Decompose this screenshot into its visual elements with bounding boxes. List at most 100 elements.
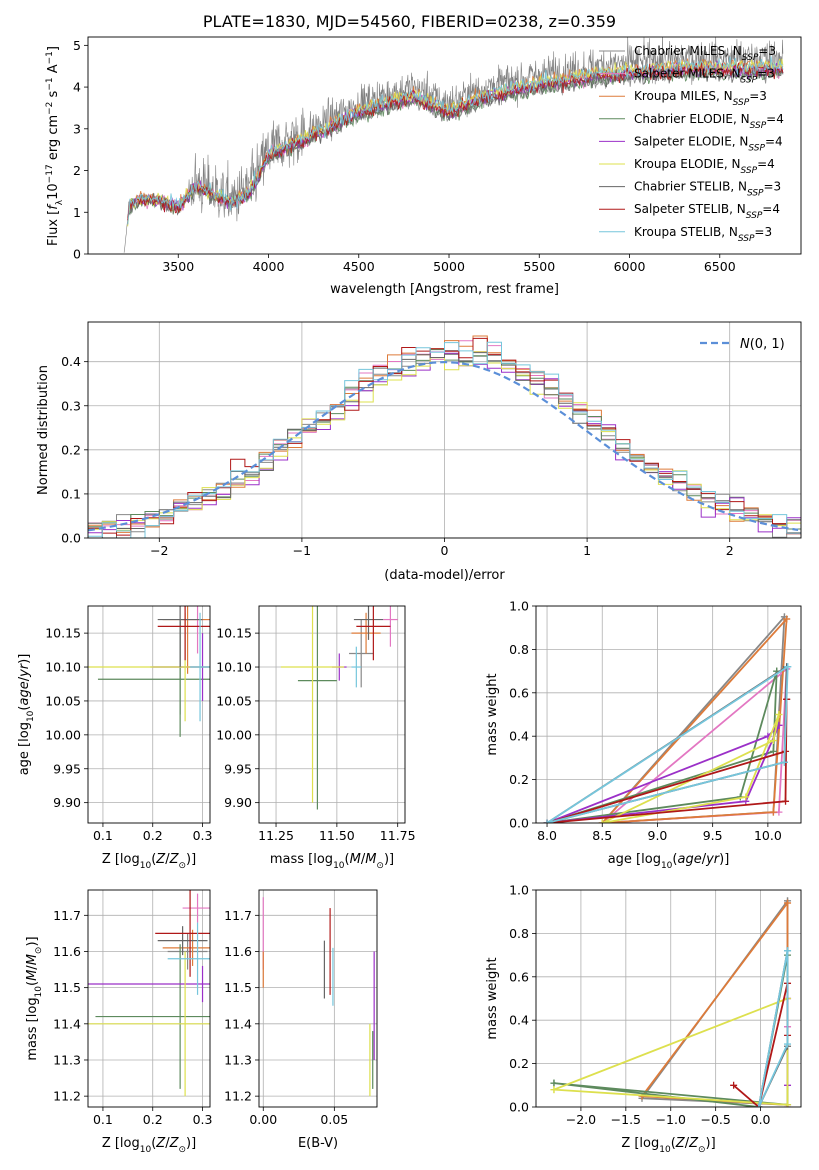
x-tick-label: 10.0 [754,828,782,843]
plot-area-spectrum [123,37,784,253]
normal-curve [88,360,799,532]
y-tick-label: 0.0 [509,1100,529,1115]
x-tick-label: −0.5 [700,1112,730,1127]
y-tick-label: 10.10 [216,660,252,675]
weight-marker [755,1103,763,1107]
x-axis-label: age [log10(age/yr)] [608,852,730,871]
y-tick-label: 0.4 [509,1013,529,1028]
x-tick-label: 0.05 [320,1112,348,1127]
y-axis-label: age [log10(age/yr)] [17,654,36,776]
y-tick-label: 9.95 [53,761,81,776]
y-axis-label: Normed distribution [36,365,51,495]
y-tick-label: 10.15 [45,626,81,641]
y-tick-label: 0.2 [61,442,81,457]
panel-age_vs_Z: 0.1 0.2 0.3 9.90 9.95 10.00 10.05 10.10 10.15 Z [… [17,605,213,871]
x-axis-label: Z [log10(Z/Z⊙)] [102,852,196,871]
plot-area-mass_vs_Z [88,890,210,1107]
axes-frame [258,605,406,824]
axes-frame [535,889,802,1108]
x-tick-label: 0.1 [93,828,113,843]
spectrum-legend: Chabrier MILES, NSSP=3 Salpeter MILES, NS… [599,44,784,244]
weight-marker [784,663,792,671]
weight-marker [550,1079,558,1087]
y-tick-label: 4 [73,80,81,95]
x-tick-label: 5000 [433,259,465,274]
axes-frame [535,605,802,824]
plot-area-weight_vs_Z [536,890,801,1107]
weight-marker [598,819,606,823]
x-tick-label: 3500 [162,259,194,274]
y-tick-label: 0.8 [509,642,529,657]
y-tick-label: 5 [73,38,81,53]
y-tick-label: 9.90 [53,795,81,810]
weight-line-8 [546,666,789,823]
y-tick-label: 2 [73,163,81,178]
weight-line-2 [601,618,788,823]
legend-label: Salpeter STELIB, NSSP=4 [634,202,780,221]
y-tick-label: 11.3 [53,1052,81,1067]
weight-line-7 [546,699,788,823]
y-tick-label: 0.6 [509,685,529,700]
weight-line-1 [600,668,788,823]
x-axis-label: E(B-V) [298,1136,338,1151]
y-tick-label: 9.95 [224,761,252,776]
panel-spectrum: 3500 4000 4500 5000 5500 6000 6500 0 1 2 3 4 5 Chabri… [45,36,802,297]
legend-label: Kroupa MILES, NSSP=3 [634,89,767,108]
y-axis-label: mass weight [485,957,500,1039]
legend-label: Chabrier STELIB, NSSP=3 [634,180,781,199]
x-axis-label: Z [log10(Z/Z⊙)] [621,1136,715,1155]
x-tick-label: −1 [293,543,311,558]
y-tick-label: 10.05 [216,693,252,708]
x-tick-label: 11.50 [319,828,355,843]
y-tick-label: 11.7 [53,908,81,923]
x-tick-label: 11.75 [380,828,416,843]
weight-marker [543,819,551,823]
legend-label: Chabrier MILES, NSSP=3 [634,44,776,63]
x-tick-label: 0.3 [193,828,213,843]
x-tick-label: 0.1 [93,1112,113,1127]
y-tick-label: 10.10 [45,660,81,675]
y-tick-label: 11.2 [224,1089,252,1104]
x-tick-label: −2 [150,543,168,558]
weight-marker [782,797,790,805]
x-tick-label: 0.0 [751,1112,771,1127]
y-tick-label: 0.1 [61,486,81,501]
y-tick-label: 0.4 [61,354,81,369]
weight-marker [784,899,792,907]
y-tick-label: 0 [73,247,81,262]
y-tick-label: 10.15 [216,626,252,641]
panel-age_vs_mass: 11.25 11.50 11.75 9.90 9.95 10.00 10.05 10.10 10… [216,605,416,871]
legend-label: Kroupa ELODIE, NSSP=4 [634,157,775,176]
y-tick-label: 1.0 [509,883,529,898]
x-tick-label: 0.2 [143,828,163,843]
x-tick-label: 5500 [523,259,555,274]
axes-frame [258,889,378,1108]
x-tick-label: 0.2 [143,1112,163,1127]
weight-marker [784,1101,792,1107]
plot-area-age_vs_mass [259,606,405,823]
y-tick-label: 0.4 [509,729,529,744]
y-axis-label: Flux [fλ10−17 erg cm−2 s−1 A−1] [45,46,65,246]
plot-area-age_vs_Z [88,606,210,823]
x-tick-label: −1.5 [611,1112,641,1127]
y-tick-label: 10.00 [45,727,81,742]
y-tick-label: 11.5 [224,980,252,995]
x-tick-label: 11.25 [258,828,294,843]
panel-residuals: −2 −1 0 1 2 0.0 0.1 0.2 0.3 0.4 N(0, 1) (data-model… [36,321,802,583]
legend-label: Salpeter MILES, NSSP=3 [634,67,775,86]
weight-marker [784,947,792,955]
x-tick-label: −1.0 [656,1112,686,1127]
plot-area-residuals [88,322,801,538]
x-tick-label: −2.0 [566,1112,596,1127]
y-tick-label: 0.0 [509,816,529,831]
x-tick-label: 6000 [614,259,646,274]
y-tick-label: 0.0 [61,531,81,546]
weight-marker [769,808,777,816]
x-axis-label: Z [log10(Z/Z⊙)] [102,1136,196,1155]
weight-marker [769,747,777,755]
weight-marker [730,1081,738,1089]
weight-marker [769,737,777,745]
weight-marker [742,793,750,801]
x-tick-label: 0.3 [193,1112,213,1127]
